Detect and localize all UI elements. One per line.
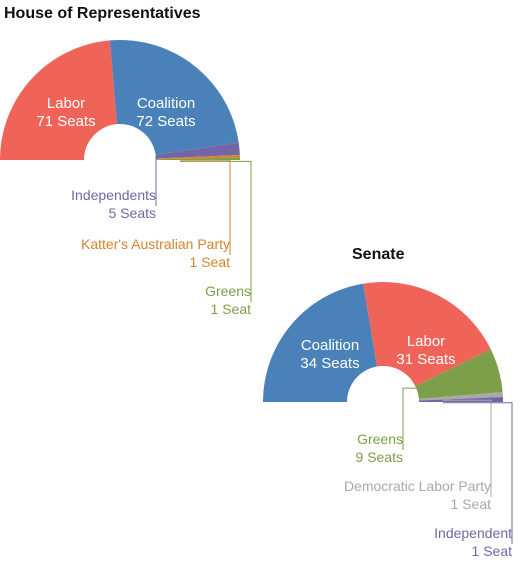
- senate-title: Senate: [352, 246, 405, 263]
- house-value-independents: 5 Seats: [109, 205, 156, 221]
- senate-label-greens: Greens: [357, 431, 403, 447]
- senate-value-independent: 1 Seat: [472, 543, 513, 559]
- house-value-greens: 1 Seat: [211, 301, 252, 317]
- house-leader-greens: [180, 160, 252, 302]
- house-leader-katter-s-australian-party: [180, 159, 231, 255]
- house-slice-katter-s-australian-party: [155, 154, 240, 160]
- senate-value-democratic-labor-party: 1 Seat: [451, 496, 492, 512]
- house-label-coalition: Coalition: [137, 95, 195, 112]
- senate-slice-greens: [415, 349, 503, 400]
- senate-leader-democratic-labor-party: [442, 399, 492, 497]
- house-value-coalition: 72 Seats: [136, 113, 195, 130]
- house-slice-labor: [0, 40, 117, 160]
- house-leader-independents: [155, 155, 180, 206]
- senate-slice-democratic-labor-party: [418, 392, 503, 401]
- senate-label-independent: Independent: [434, 525, 512, 541]
- senate-label-democratic-labor-party: Democratic Labor Party: [344, 478, 491, 494]
- senate-label-labor: Labor: [407, 333, 445, 350]
- house-title: House of Representatives: [4, 5, 201, 22]
- house-slice-greens: [155, 157, 240, 160]
- senate-value-coalition: 34 Seats: [300, 355, 359, 372]
- senate-leader-independent: [443, 402, 513, 544]
- house-slice-independents: [155, 142, 240, 159]
- house-label-katter-s-australian-party: Katter's Australian Party: [81, 236, 230, 252]
- house-label-labor: Labor: [47, 95, 85, 112]
- senate-label-coalition: Coalition: [301, 337, 359, 354]
- senate-value-greens: 9 Seats: [356, 449, 403, 465]
- house-value-labor: 71 Seats: [36, 113, 95, 130]
- house-value-katter-s-australian-party: 1 Seat: [190, 254, 231, 270]
- house-slice-coalition: [109, 39, 239, 155]
- senate-leader-greens: [402, 387, 441, 450]
- senate-slice-coalition: [263, 283, 378, 402]
- house-slices: [0, 39, 240, 160]
- house-label-independents: Independents: [71, 187, 156, 203]
- senate-slices: [263, 282, 503, 402]
- house-label-greens: Greens: [205, 283, 251, 299]
- senate-slice-labor: [363, 282, 491, 387]
- senate-value-labor: 31 Seats: [396, 351, 455, 368]
